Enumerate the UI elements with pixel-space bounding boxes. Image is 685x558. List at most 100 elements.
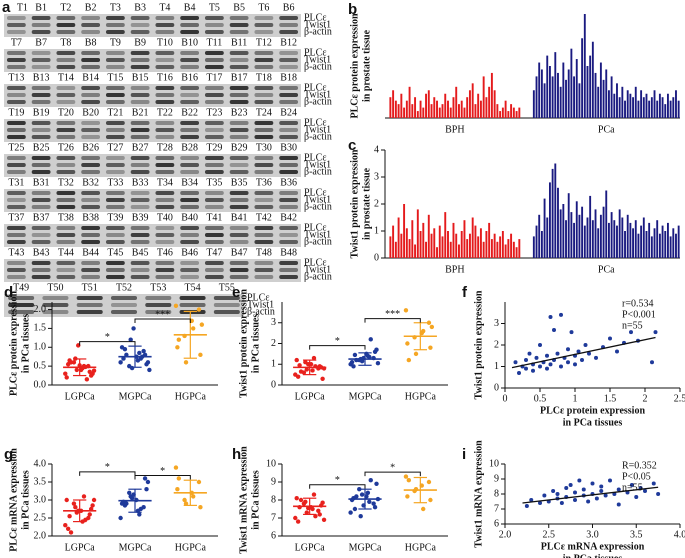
lane-label: T27 <box>107 142 123 153</box>
band <box>31 30 51 34</box>
data-point <box>317 512 322 517</box>
band <box>180 58 200 62</box>
data-point <box>84 377 90 382</box>
band <box>279 121 299 125</box>
band-label: β-actin <box>304 26 332 37</box>
y-tick-label: 2.0 <box>34 530 47 541</box>
lane-label: B37 <box>33 212 50 223</box>
bar <box>626 214 629 258</box>
bar <box>408 239 411 258</box>
lane-label: T26 <box>58 142 74 153</box>
panel-letter: g <box>4 446 13 463</box>
panel-letter: a <box>2 0 11 16</box>
band <box>180 240 200 244</box>
y-axis-label: in PCa tissues <box>20 314 31 374</box>
band <box>279 163 299 167</box>
bar <box>392 225 395 258</box>
bar <box>586 66 589 118</box>
band <box>6 16 26 20</box>
band <box>105 163 125 167</box>
bar <box>653 228 656 258</box>
data-point <box>65 526 71 531</box>
band <box>279 205 299 209</box>
band <box>180 226 200 230</box>
bar <box>540 69 543 118</box>
band <box>56 30 76 34</box>
group-label: PCa <box>598 264 615 275</box>
lane-label: B18 <box>280 72 297 83</box>
band <box>31 51 51 55</box>
data-point <box>603 493 608 498</box>
bar <box>447 231 449 258</box>
data-point <box>294 496 299 501</box>
lane-label: B44 <box>82 247 99 258</box>
bar <box>504 244 507 258</box>
data-point <box>198 352 203 358</box>
lane-label: T7 <box>11 37 22 48</box>
band <box>155 135 175 139</box>
bar <box>548 182 551 258</box>
significance-bracket <box>309 345 366 350</box>
lane-label: B16 <box>181 72 198 83</box>
lane-label: T2 <box>60 2 71 13</box>
significance-label: * <box>390 462 395 473</box>
x-tick-label: 2.5 <box>543 529 556 540</box>
band <box>81 191 101 195</box>
data-point <box>643 489 647 493</box>
band <box>81 121 101 125</box>
band <box>56 86 76 90</box>
band <box>56 261 76 265</box>
y-tick-label: 9 <box>271 476 276 487</box>
band-label: PLCε <box>304 257 327 268</box>
bar <box>551 76 554 118</box>
band <box>229 58 249 62</box>
bar <box>669 100 672 118</box>
band <box>6 261 26 265</box>
x-tick-label: 4.0 <box>674 529 685 540</box>
lane-label: T52 <box>116 282 132 293</box>
band-label: β-actin <box>304 236 332 247</box>
bar <box>460 100 463 118</box>
data-point <box>63 371 68 376</box>
lane-label: T49 <box>13 282 29 293</box>
bar <box>482 76 485 118</box>
lane-label: T55 <box>219 282 235 293</box>
band <box>81 93 101 97</box>
band <box>130 23 150 27</box>
band <box>204 135 224 139</box>
bar <box>677 100 680 118</box>
band <box>6 65 26 69</box>
lane-label: B2 <box>85 2 97 13</box>
data-point <box>374 347 379 352</box>
bar <box>645 231 648 258</box>
panel-letter: f <box>462 284 468 301</box>
x-tick-label: 3.5 <box>630 529 643 540</box>
data-point <box>367 499 372 504</box>
bar <box>557 72 559 118</box>
data-point <box>297 363 302 368</box>
band <box>254 170 274 174</box>
bar <box>405 100 408 118</box>
band <box>105 275 125 279</box>
band <box>6 51 26 55</box>
band <box>81 163 101 167</box>
x-tick-label: LGPCa <box>295 542 326 553</box>
bar <box>618 97 621 118</box>
data-point <box>67 514 72 519</box>
data-point <box>524 358 528 363</box>
data-point <box>586 499 591 504</box>
band <box>229 261 249 265</box>
band <box>229 23 249 27</box>
data-point <box>513 360 518 365</box>
band <box>6 275 26 279</box>
band <box>179 296 206 300</box>
bar <box>499 111 502 118</box>
group-label: PCa <box>598 124 615 135</box>
band <box>155 16 175 20</box>
band <box>229 275 249 279</box>
lane-label: T20 <box>58 107 74 118</box>
lane-label: B36 <box>280 177 297 188</box>
band <box>204 240 224 244</box>
band <box>279 93 299 97</box>
band <box>105 233 125 237</box>
